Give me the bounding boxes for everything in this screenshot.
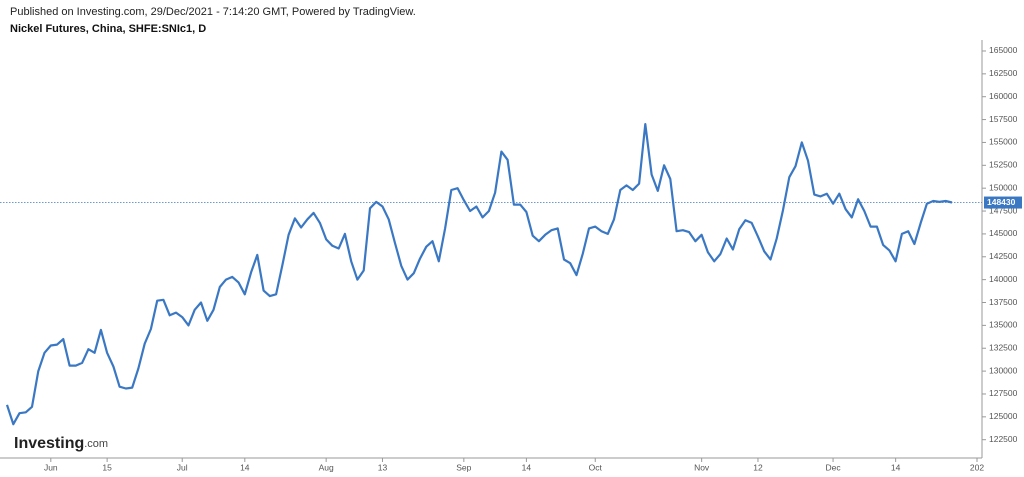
y-tick-label: 157500	[989, 114, 1018, 124]
y-tick-label: 130000	[989, 365, 1018, 375]
x-tick-label: 13	[378, 462, 388, 472]
price-line	[5, 123, 953, 426]
y-tick-label: 132500	[989, 342, 1018, 352]
y-tick-label: 142500	[989, 251, 1018, 261]
x-tick-label: Nov	[694, 462, 710, 472]
x-tick-label: Dec	[825, 462, 841, 472]
y-tick-label: 140000	[989, 274, 1018, 284]
published-note: Published on Investing.com, 29/Dec/2021 …	[10, 6, 416, 18]
chart-title: Nickel Futures, China, SHFE:SNIc1, D	[10, 23, 206, 35]
y-tick-label: 125000	[989, 411, 1018, 421]
logo: Investing.com	[14, 435, 108, 452]
y-tick-label: 162500	[989, 68, 1018, 78]
y-tick-label: 127500	[989, 388, 1018, 398]
y-tick-label: 155000	[989, 137, 1018, 147]
x-tick-label: 15	[102, 462, 112, 472]
x-tick-label: Oct	[589, 462, 603, 472]
x-tick-label: Sep	[456, 462, 471, 472]
last-price-box	[984, 196, 1022, 209]
logo-brand: Investing	[14, 435, 84, 452]
y-tick-label: 122500	[989, 434, 1018, 444]
y-tick-label: 165000	[989, 45, 1018, 55]
y-tick-label: 150000	[989, 182, 1018, 192]
x-tick-label: Jul	[177, 462, 188, 472]
y-tick-label: 160000	[989, 91, 1018, 101]
logo-suffix: .com	[84, 438, 108, 450]
x-tick-label: Jun	[44, 462, 58, 472]
y-tick-label: 147500	[989, 205, 1018, 215]
x-tick-label: 14	[240, 462, 250, 472]
last-price-label: 148430	[987, 197, 1016, 207]
y-tick-label: 135000	[989, 320, 1018, 330]
x-tick-label: Aug	[319, 462, 334, 472]
x-tick-label: 202	[970, 462, 984, 472]
y-tick-label: 152500	[989, 160, 1018, 170]
y-tick-label: 137500	[989, 297, 1018, 307]
y-tick-label: 145000	[989, 228, 1018, 238]
x-tick-label: 12	[753, 462, 763, 472]
x-tick-label: 14	[522, 462, 532, 472]
x-tick-label: 14	[891, 462, 901, 472]
